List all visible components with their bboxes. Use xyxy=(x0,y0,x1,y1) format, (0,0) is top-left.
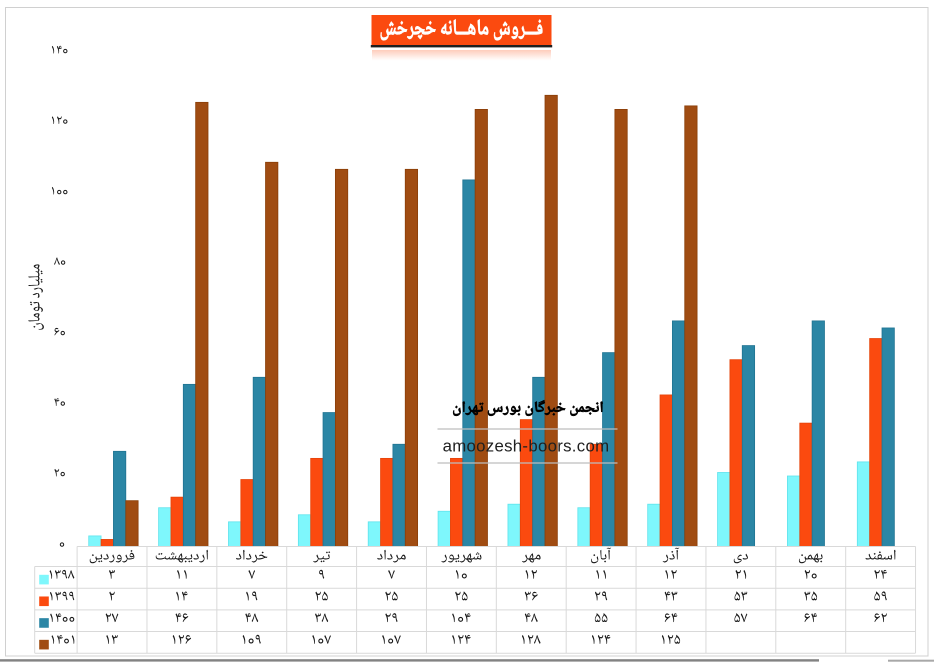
svg-text:amoozesh-boors.com: amoozesh-boors.com xyxy=(443,437,610,456)
